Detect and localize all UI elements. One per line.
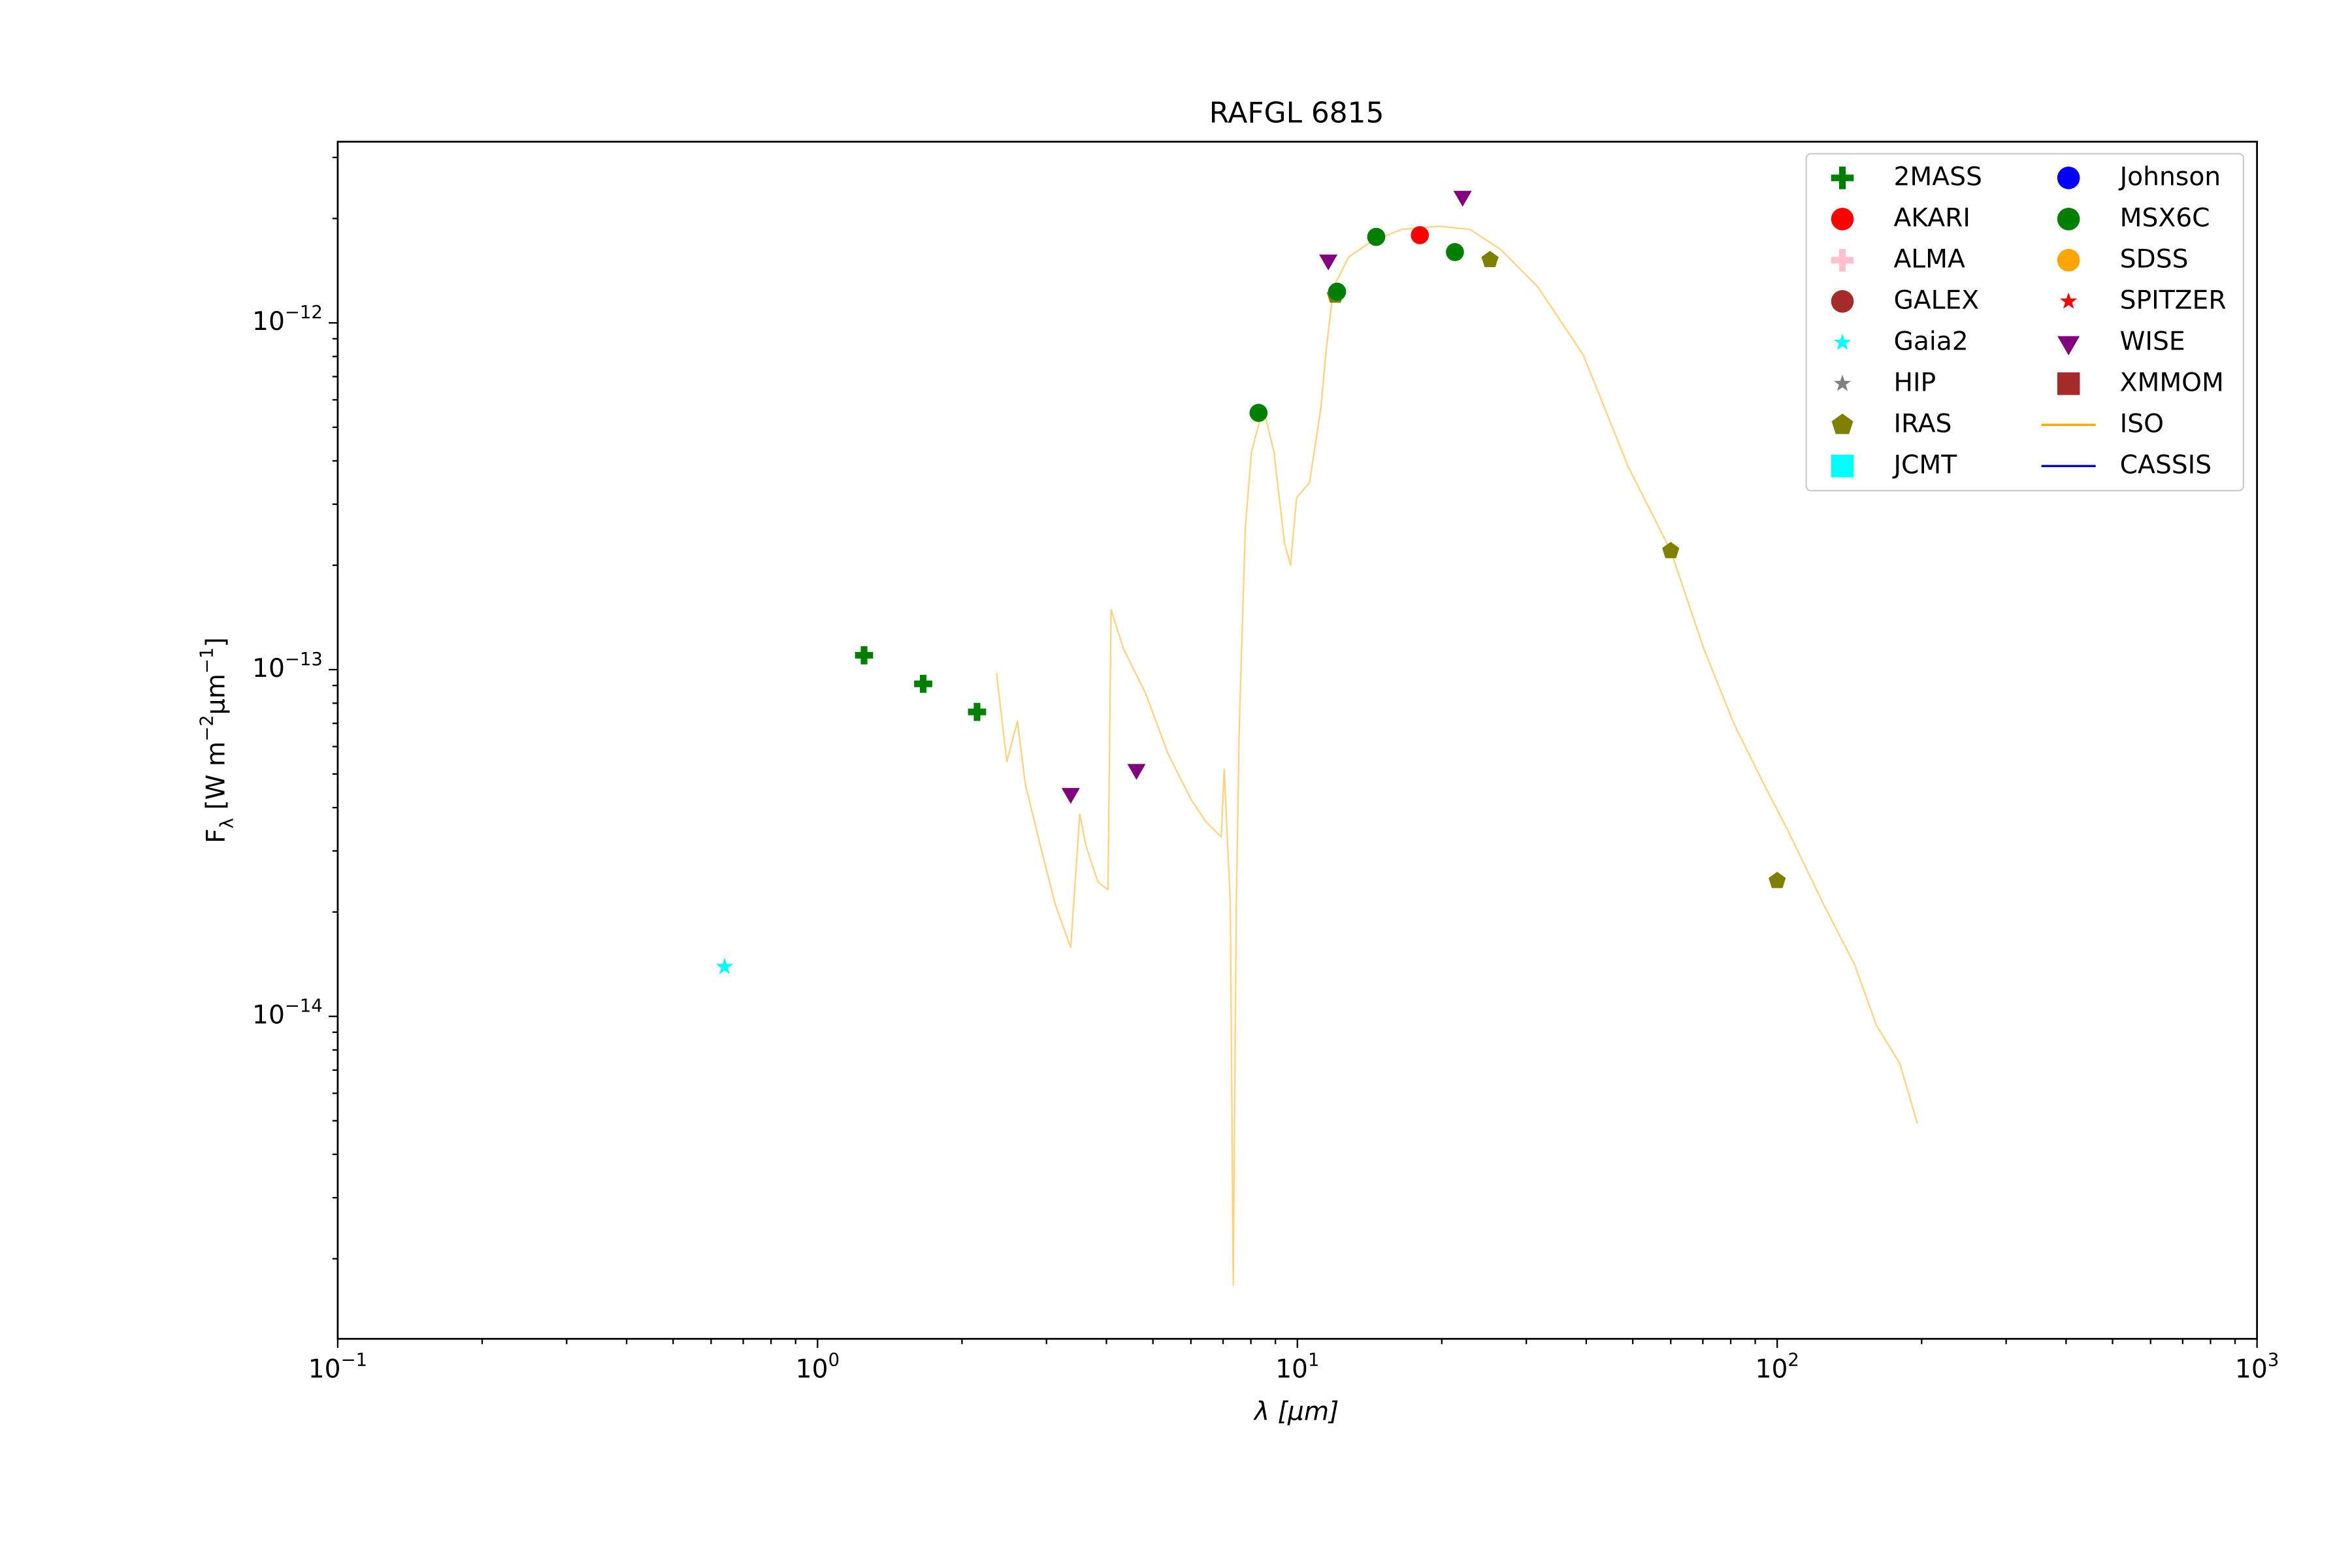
legend-label: SDSS [2120, 244, 2189, 274]
legend-label: CASSIS [2120, 450, 2212, 480]
chart-title: RAFGL 6815 [1209, 96, 1384, 129]
x-tick-label: 103 [2235, 1350, 2279, 1384]
marker [1831, 208, 1854, 231]
y-axis-label: Fλ [W m−2μm−1] [197, 637, 237, 843]
x-tick-label: 10−1 [308, 1350, 367, 1384]
plot-area [715, 191, 1918, 1286]
plot-frame [336, 140, 2258, 1340]
legend-label: Johnson [2118, 162, 2221, 191]
marker [1831, 414, 1854, 434]
x-axis-label: λ [μm] [1253, 1397, 1339, 1426]
marker [1127, 764, 1146, 780]
legend-box [1805, 153, 2244, 492]
y-tick-label: 10−12 [252, 302, 323, 336]
legend-label: IRAS [1893, 409, 1952, 438]
spectrum-line [996, 225, 1918, 1286]
legend-label: ISO [2120, 409, 2164, 438]
marker [1831, 249, 1854, 272]
legend-label: HIP [1893, 368, 1936, 397]
marker [1411, 226, 1429, 244]
legend-label: MSX6C [2120, 203, 2210, 233]
marker [1831, 167, 1854, 189]
marker [2057, 372, 2080, 395]
marker [2059, 292, 2078, 309]
marker [968, 702, 987, 721]
x-tick-label: 102 [1756, 1350, 1799, 1384]
marker [1319, 254, 1338, 270]
marker [2057, 167, 2080, 189]
marker [1831, 290, 1854, 313]
marker [1367, 227, 1386, 246]
legend-label: SPITZER [2120, 286, 2227, 315]
x-tick-label: 101 [1275, 1350, 1319, 1384]
legend-label: JCMT [1891, 450, 1957, 480]
marker [1833, 333, 1852, 350]
legend: 2MASS AKARI ALMA GALEX Gaia2 HIP IRAS JCMT Johns… [1805, 153, 2244, 492]
marker [1662, 542, 1680, 559]
marker [2057, 336, 2080, 355]
marker [715, 957, 734, 974]
legend-label: 2MASS [1893, 162, 1982, 191]
marker [1061, 788, 1080, 804]
marker [914, 674, 932, 693]
legend-label: Gaia2 [1893, 327, 1968, 356]
marker [1769, 872, 1786, 889]
marker [1328, 282, 1347, 301]
marker [1446, 243, 1464, 261]
legend-label: AKARI [1893, 203, 1970, 233]
marker [1833, 374, 1852, 391]
marker [1831, 455, 1854, 478]
marker [2057, 208, 2080, 231]
y-tick-label: 10−14 [252, 996, 323, 1030]
marker [855, 646, 874, 664]
y-tick-label: 10−13 [252, 649, 323, 683]
x-tick-label: 100 [796, 1350, 840, 1384]
marker [1453, 191, 1472, 207]
legend-label: ALMA [1893, 244, 1965, 274]
marker [1481, 250, 1499, 267]
marker [1249, 404, 1268, 422]
marker [2057, 249, 2080, 272]
legend-label: GALEX [1893, 286, 1979, 315]
legend-label: XMMOM [2120, 368, 2224, 397]
legend-label: WISE [2120, 327, 2185, 356]
